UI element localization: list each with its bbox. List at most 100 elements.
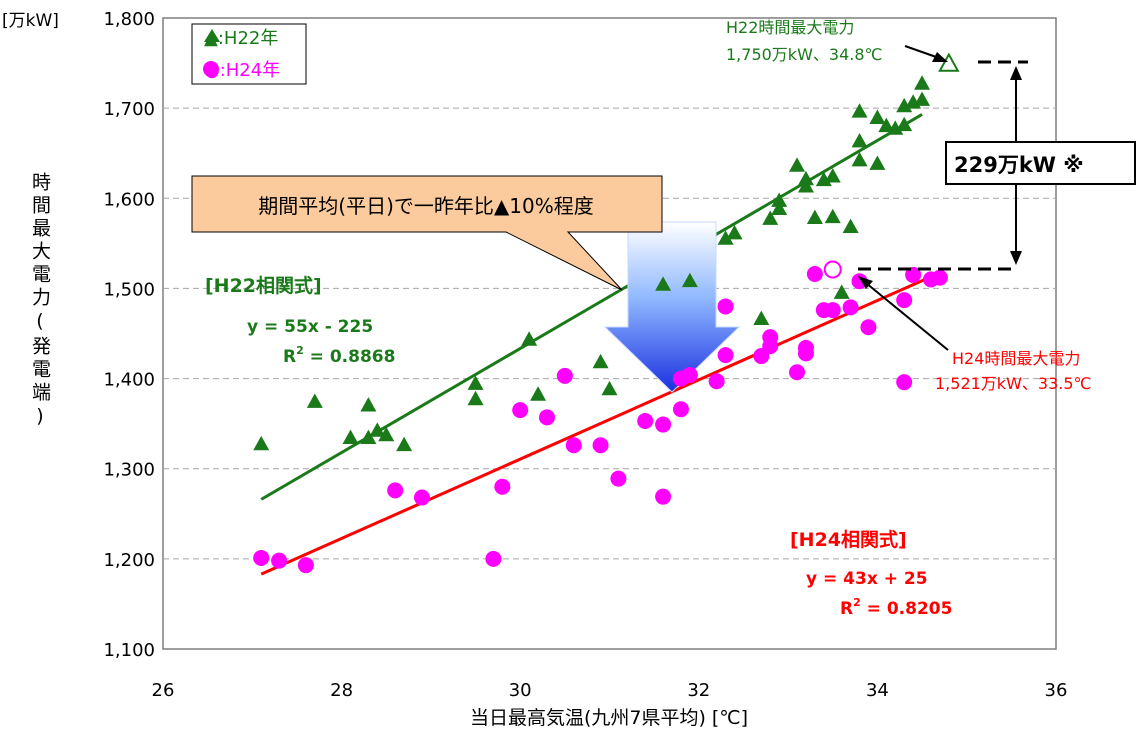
data-point-h22 bbox=[306, 393, 323, 408]
y-tick-label: 1,300 bbox=[103, 460, 155, 481]
peak-marker-h24 bbox=[823, 260, 842, 279]
h22-formula-r2: R2 = 0.8868 bbox=[283, 344, 395, 367]
data-point-h22 bbox=[655, 276, 672, 291]
data-point-h22 bbox=[360, 397, 377, 412]
data-point-h22 bbox=[378, 426, 395, 442]
h22-formula-equation: y = 55x - 225 bbox=[247, 317, 373, 337]
data-point-h22 bbox=[342, 429, 359, 444]
data-point-h22 bbox=[726, 224, 743, 240]
data-point-h24 bbox=[905, 266, 922, 283]
data-point-h24 bbox=[681, 366, 698, 383]
data-point-h22 bbox=[851, 132, 868, 148]
data-point-h24 bbox=[860, 319, 877, 336]
y-tick-label: 1,200 bbox=[103, 550, 155, 571]
series-h22-points bbox=[253, 75, 931, 452]
x-tick-label: 36 bbox=[1045, 680, 1068, 701]
data-point-h22 bbox=[887, 120, 904, 135]
data-point-h24 bbox=[851, 273, 868, 290]
data-point-h24 bbox=[610, 470, 627, 487]
h24-peak-label-line1: H24時間最大電力 bbox=[952, 349, 1080, 368]
data-point-h22 bbox=[824, 208, 841, 224]
y-tick-label: 1,500 bbox=[103, 279, 155, 300]
data-point-h22 bbox=[521, 331, 538, 346]
data-point-h24 bbox=[565, 437, 582, 454]
difference-arrow-down-icon bbox=[1010, 251, 1022, 265]
data-point-h22 bbox=[914, 75, 931, 90]
data-point-h24 bbox=[717, 347, 734, 364]
x-axis-title: 当日最高気温(九州7県平均) [℃] bbox=[470, 707, 748, 729]
data-point-h24 bbox=[413, 489, 430, 506]
data-point-h24 bbox=[387, 482, 404, 499]
data-point-h22 bbox=[797, 178, 814, 193]
y-tick-label: 1,600 bbox=[103, 189, 155, 210]
h24-peak-arrowhead-icon bbox=[858, 276, 873, 289]
y-axis-ticks: 1,100 1,200 1,300 1,400 1,500 1,600 1,700 1,800 bbox=[103, 9, 155, 661]
h22-peak-label-line2: 1,750万kW、34.8℃ bbox=[726, 45, 883, 64]
data-point-h22 bbox=[789, 157, 806, 172]
data-point-h22 bbox=[914, 91, 931, 106]
legend-h24-label: ●:H24年 bbox=[204, 60, 280, 81]
data-point-h22 bbox=[530, 386, 547, 401]
trendline-h24 bbox=[260, 275, 932, 576]
difference-text: 229万kW ※ bbox=[954, 153, 1084, 177]
data-point-h22 bbox=[851, 103, 868, 118]
data-point-h22 bbox=[878, 117, 895, 133]
data-point-h24 bbox=[512, 402, 529, 419]
data-point-h24 bbox=[824, 302, 841, 319]
data-point-h24 bbox=[271, 552, 288, 569]
data-point-h22 bbox=[869, 109, 886, 124]
data-point-h24 bbox=[762, 329, 779, 346]
x-tick-label: 32 bbox=[687, 680, 710, 701]
decrease-arrow-icon bbox=[603, 221, 741, 393]
data-point-h24 bbox=[789, 364, 806, 381]
x-axis-ticks: 26 28 30 32 34 36 bbox=[152, 680, 1068, 701]
data-point-h24 bbox=[717, 298, 734, 315]
series-h24-points bbox=[253, 266, 948, 574]
y-tick-label: 1,700 bbox=[103, 99, 155, 120]
data-point-h22 bbox=[369, 422, 386, 437]
y-tick-label: 1,100 bbox=[103, 640, 155, 661]
data-point-h24 bbox=[494, 478, 511, 495]
data-point-h24 bbox=[253, 549, 270, 566]
data-point-h24 bbox=[592, 437, 609, 454]
peak-marker-h22 bbox=[938, 52, 960, 72]
h22-peak-arrowhead-icon bbox=[932, 52, 948, 62]
data-point-h22 bbox=[753, 310, 770, 325]
legend-circle-icon bbox=[203, 61, 219, 77]
x-tick-label: 26 bbox=[152, 680, 175, 701]
h22-peak-pointer bbox=[904, 45, 940, 59]
legend-triangle-icon bbox=[204, 29, 220, 42]
data-point-h22 bbox=[851, 151, 868, 167]
data-point-h24 bbox=[842, 299, 859, 316]
data-point-h24 bbox=[637, 412, 654, 429]
data-point-h24 bbox=[672, 401, 689, 418]
x-tick-label: 28 bbox=[330, 680, 353, 701]
x-tick-label: 30 bbox=[509, 680, 532, 701]
data-point-h22 bbox=[762, 210, 779, 225]
data-point-h22 bbox=[467, 375, 484, 390]
data-point-h22 bbox=[396, 436, 413, 452]
data-point-h22 bbox=[592, 353, 609, 369]
y-axis-title: 時間最大電力(発電端) bbox=[29, 172, 51, 431]
data-point-h22 bbox=[717, 230, 734, 245]
data-point-h22 bbox=[467, 390, 484, 406]
data-point-h22 bbox=[869, 155, 886, 170]
data-point-h24 bbox=[896, 374, 913, 391]
h24-formula-r2: R2 = 0.8205 bbox=[840, 596, 952, 619]
data-point-h24 bbox=[806, 266, 823, 283]
data-point-h24 bbox=[896, 292, 913, 309]
x-tick-label: 34 bbox=[866, 680, 889, 701]
h22-formula-title: [H22相関式] bbox=[205, 274, 322, 297]
data-point-h22 bbox=[771, 192, 788, 207]
data-point-h22 bbox=[681, 272, 698, 288]
data-point-h24 bbox=[797, 339, 814, 356]
data-point-h22 bbox=[360, 429, 377, 444]
data-point-h22 bbox=[806, 209, 823, 225]
data-point-h24 bbox=[538, 409, 555, 426]
callout-text: 期間平均(平日)で一昨年比▲10%程度 bbox=[258, 194, 593, 218]
h22-peak-label-line1: H22時間最大電力 bbox=[726, 18, 854, 37]
data-point-h22 bbox=[896, 116, 913, 132]
data-point-h24 bbox=[556, 367, 573, 384]
data-point-h24 bbox=[655, 488, 672, 505]
